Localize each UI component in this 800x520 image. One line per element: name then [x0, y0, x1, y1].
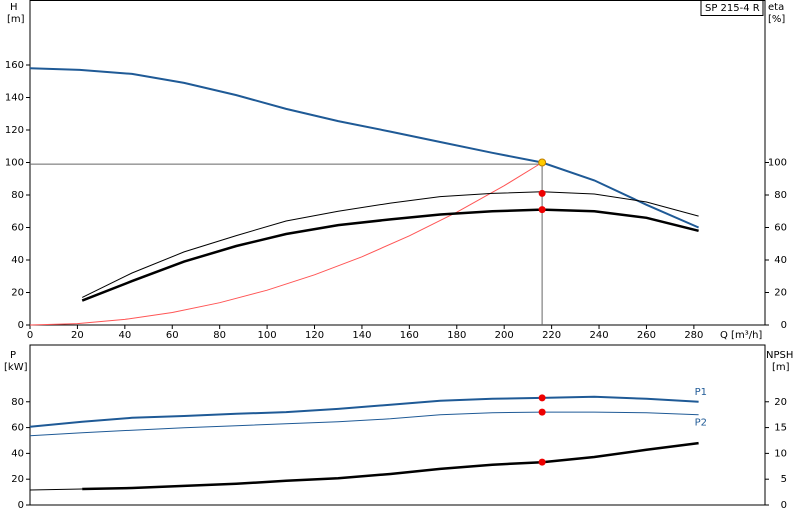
y-axis-unit: [m] [7, 14, 25, 25]
annotation-box [700, 0, 764, 16]
curve [81, 208, 699, 302]
y2-axis-label: eta [768, 2, 784, 13]
y2-tick-label: 40 [774, 255, 787, 266]
y-tick-label: 140 [5, 93, 24, 104]
x-tick-label: 200 [495, 330, 514, 341]
y-tick-label: 60 [11, 423, 24, 434]
y2-tick-label: 100 [768, 158, 787, 169]
y2-axis-label: NPSH [766, 350, 793, 361]
curve [82, 441, 699, 491]
annotation: SP 215-4 R [705, 3, 760, 14]
y-tick-label: 0 [18, 320, 24, 331]
curve [29, 395, 699, 428]
y-axis-label: H [10, 2, 18, 13]
top-plot-frame [29, 0, 766, 326]
y2-axis-unit: [m] [772, 362, 790, 373]
y-tick-label: 80 [11, 397, 24, 408]
x-tick-label: 240 [589, 330, 608, 341]
curve [29, 411, 699, 437]
y-tick-label: 120 [5, 125, 24, 136]
series-label: P2 [695, 418, 707, 429]
y2-tick-label: 10 [774, 448, 787, 459]
x-tick-label: 220 [542, 330, 561, 341]
y2-tick-label: 15 [774, 423, 787, 434]
bottom-plot-frame [29, 344, 766, 506]
y2-tick-label: 20 [774, 288, 787, 299]
y-tick-label: 20 [11, 288, 24, 299]
y-tick-label: 160 [5, 60, 24, 71]
y-tick-label: 40 [11, 255, 24, 266]
x-tick-label: 0 [27, 330, 33, 341]
y2-tick-label: 20 [774, 397, 787, 408]
y2-tick-label: 80 [774, 190, 787, 201]
y-axis-label: P [10, 350, 16, 361]
y-tick-label: 20 [11, 474, 24, 485]
x-tick-label: 140 [352, 330, 371, 341]
curve [81, 191, 699, 298]
duty-point [538, 206, 546, 214]
curve [29, 67, 699, 229]
duty-point [538, 189, 546, 197]
y2-tick-label: 0 [781, 320, 787, 331]
y-tick-label: 0 [18, 500, 24, 511]
x-tick-label: 280 [684, 330, 703, 341]
x-tick-label: 160 [400, 330, 419, 341]
y-tick-label: 100 [5, 158, 24, 169]
x-tick-label: 120 [305, 330, 324, 341]
duty-point [538, 394, 546, 402]
y-tick-label: 80 [11, 190, 24, 201]
x-tick-label: 80 [213, 330, 226, 341]
x-axis-label: Q [m³/h] [720, 330, 762, 341]
x-tick-label: 260 [637, 330, 656, 341]
duty-point [538, 158, 547, 167]
duty-point [538, 458, 546, 466]
curve [29, 162, 543, 326]
x-tick-label: 100 [258, 330, 277, 341]
x-tick-label: 60 [166, 330, 179, 341]
y2-tick-label: 5 [781, 474, 787, 485]
curve [29, 488, 83, 491]
x-tick-label: 40 [118, 330, 131, 341]
y2-tick-label: 0 [781, 500, 787, 511]
y2-tick-label: 60 [774, 223, 787, 234]
series-label: P1 [695, 387, 707, 398]
y-tick-label: 40 [11, 448, 24, 459]
x-tick-label: 20 [71, 330, 84, 341]
duty-point [538, 408, 546, 416]
y-axis-unit: [kW] [4, 362, 28, 373]
x-tick-label: 180 [447, 330, 466, 341]
y-tick-label: 60 [11, 223, 24, 234]
y2-axis-unit: [%] [768, 14, 785, 25]
